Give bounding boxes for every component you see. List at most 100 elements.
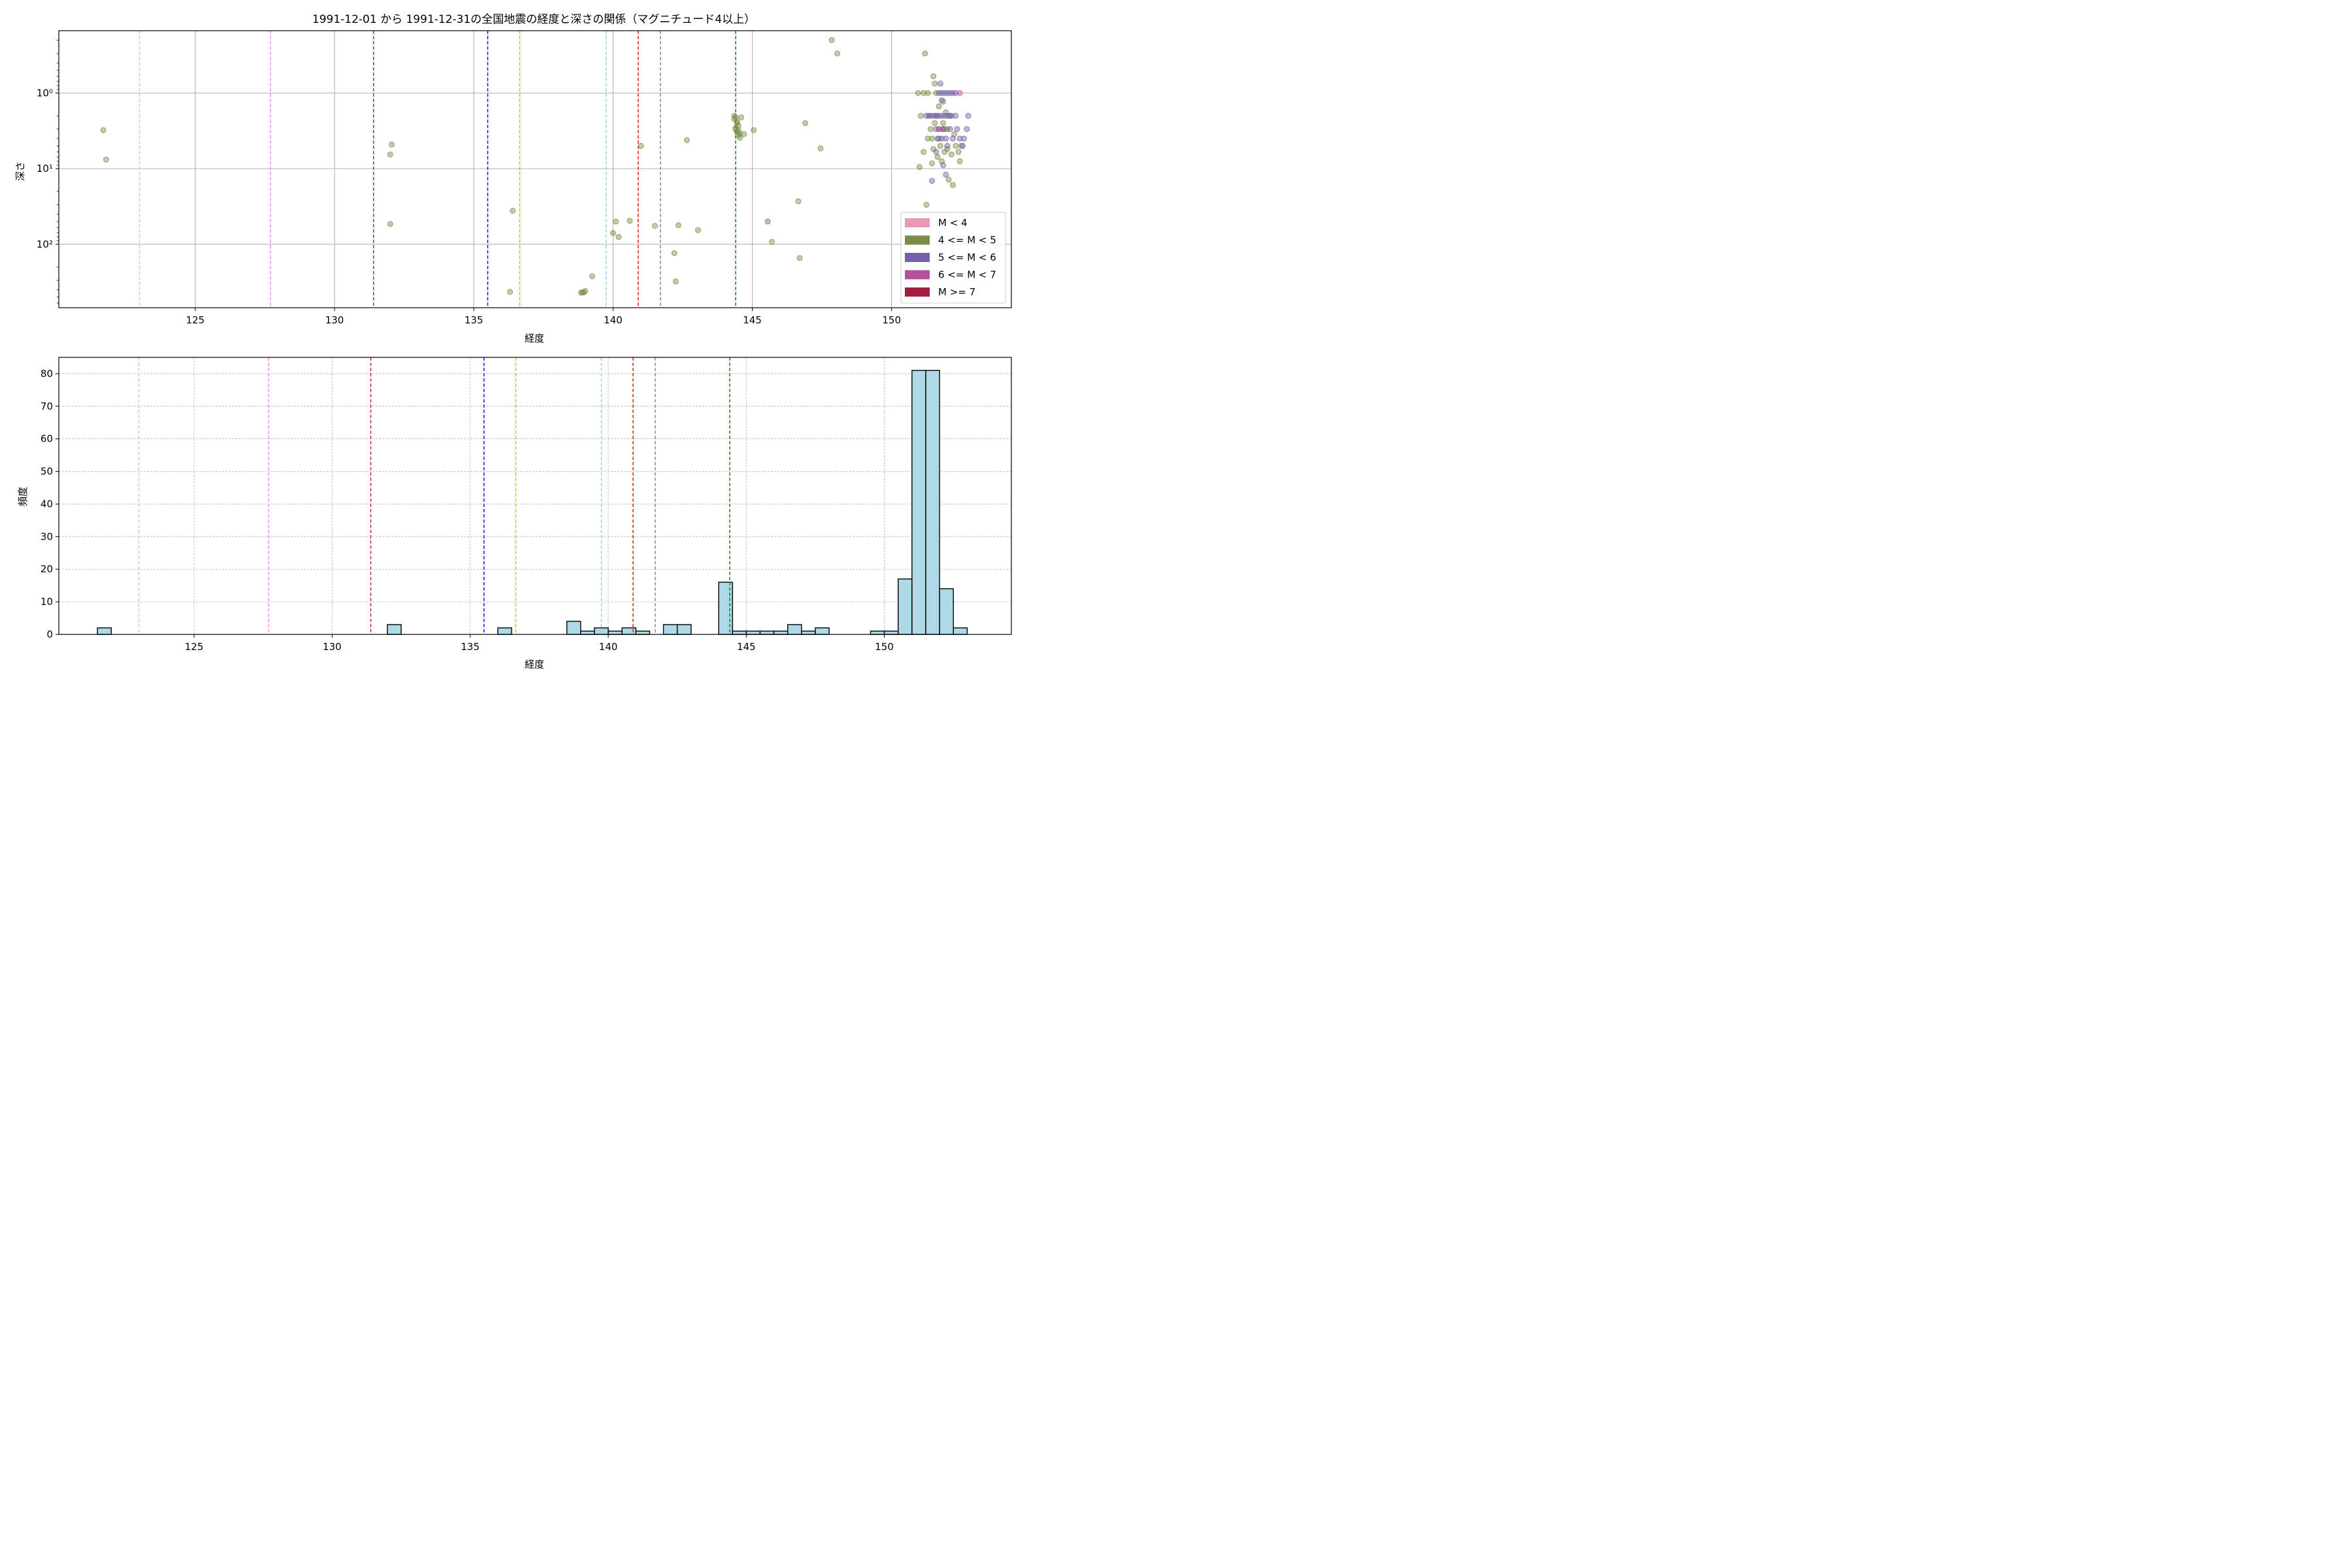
legend-box [900,212,1006,304]
scatter-point [934,154,941,160]
scatter-y-tick-label: 10¹ [37,163,53,174]
histogram-bar [883,630,899,635]
scatter-point [921,148,927,155]
scatter-point [589,273,595,280]
legend-swatch [905,287,930,297]
histogram-y-tick-label: 10 [41,596,53,608]
scatter-point [613,218,619,225]
scatter-point [921,90,927,96]
scatter-point [965,112,972,119]
scatter-grid [59,31,1011,308]
scatter-point [948,151,955,157]
histogram-x-ticks: 125 130 135 140 145 150 [185,634,894,653]
scatter-legend: M < 4 4 <= M < 5 5 <= M < 6 6 <= M < 7 M >= … [900,212,1006,304]
scatter-point [938,135,945,142]
scatter-point [802,120,809,126]
scatter-point [943,171,949,178]
scatter-point [934,135,941,142]
scatter-point [615,234,622,240]
figure: 1991-12-01 から 1991-12-31の全国地震の経度と深さの関係（マ… [14,13,1012,670]
scatter-point [731,116,738,122]
scatter-point [961,135,968,142]
scatter-point [932,120,938,126]
histogram-y-axis-label: 頻度 [17,487,29,506]
scatter-point [738,114,744,121]
scatter-point [736,135,743,141]
histogram-bars [97,370,968,635]
scatter-point [953,112,959,119]
scatter-point [929,178,935,184]
scatter-point [103,156,109,163]
histogram-bar [635,630,651,635]
scatter-point [959,142,966,149]
histogram-x-tick-label: 130 [323,641,342,653]
scatter-point [741,131,747,137]
scatter-point [672,278,679,285]
histogram-bar [608,630,623,635]
scatter-point [933,148,939,155]
scatter-point [927,126,934,133]
histogram-y-tick-label: 50 [41,466,53,478]
scatter-y-axis-label: 深さ [14,161,26,181]
scatter-point [954,126,960,133]
scatter-point [915,90,921,96]
histogram-bar [939,588,954,635]
scatter-point [924,90,931,96]
scatter-point [638,142,644,149]
scatter-y-ticks: 10⁰ 10¹ 10² [37,40,59,304]
scatter-x-axis-label: 経度 [525,333,544,344]
scatter-point [734,120,740,126]
scatter-point [947,126,953,133]
scatter-point [937,80,943,87]
scatter-point [916,164,923,171]
scatter-point [936,103,942,110]
scatter-points [100,37,972,296]
scatter-x-tick-label: 125 [186,314,205,326]
scatter-panel: 125 130 135 140 145 150 10⁰ 10¹ 10² 経度 深さ M < 4… [14,30,1012,344]
histogram-y-tick-label: 30 [41,531,53,542]
histogram-y-tick-label: 40 [41,498,53,510]
scatter-point [510,208,516,214]
scatter-point [929,160,935,167]
scatter-point [100,127,106,133]
scatter-point [945,176,952,183]
histogram-bar [662,624,678,635]
histogram-bar [870,630,885,635]
legend-label: M < 4 [938,217,968,229]
scatter-point [735,127,742,133]
scatter-point [923,201,930,208]
legend-swatch [905,270,930,280]
scatter-point [817,145,824,152]
histogram-bar [953,627,968,635]
histogram-bar [745,630,761,635]
scatter-point [949,135,956,142]
scatter-plot-frame [58,30,1012,308]
scatter-point [955,148,962,155]
scatter-y-tick-label: 10² [37,238,53,250]
scatter-point [751,127,757,133]
scatter-point [676,222,682,229]
scatter-point [958,142,964,149]
scatter-point [956,158,963,165]
scatter-point [922,50,928,57]
scatter-point [387,221,393,227]
scatter-x-tick-label: 135 [465,314,483,326]
legend-swatch [905,235,930,245]
histogram-y-ticks: 0 10 20 30 40 50 60 70 80 [41,368,59,640]
histogram-bar [759,630,775,635]
histogram-bar [387,624,402,635]
scatter-point [949,182,956,188]
scatter-point [943,135,949,142]
scatter-y-tick-label: 10⁰ [37,87,53,99]
histogram-reference-lines [138,357,730,634]
scatter-x-tick-label: 130 [325,314,344,326]
scatter-point [937,142,943,149]
histogram-x-tick-label: 145 [737,641,756,653]
histogram-plot-frame [58,357,1012,635]
legend-swatch [905,218,930,227]
scatter-point [627,218,633,224]
scatter-point [953,142,959,149]
scatter-point [507,289,514,295]
scatter-point [795,198,802,204]
histogram-bar [718,581,733,635]
